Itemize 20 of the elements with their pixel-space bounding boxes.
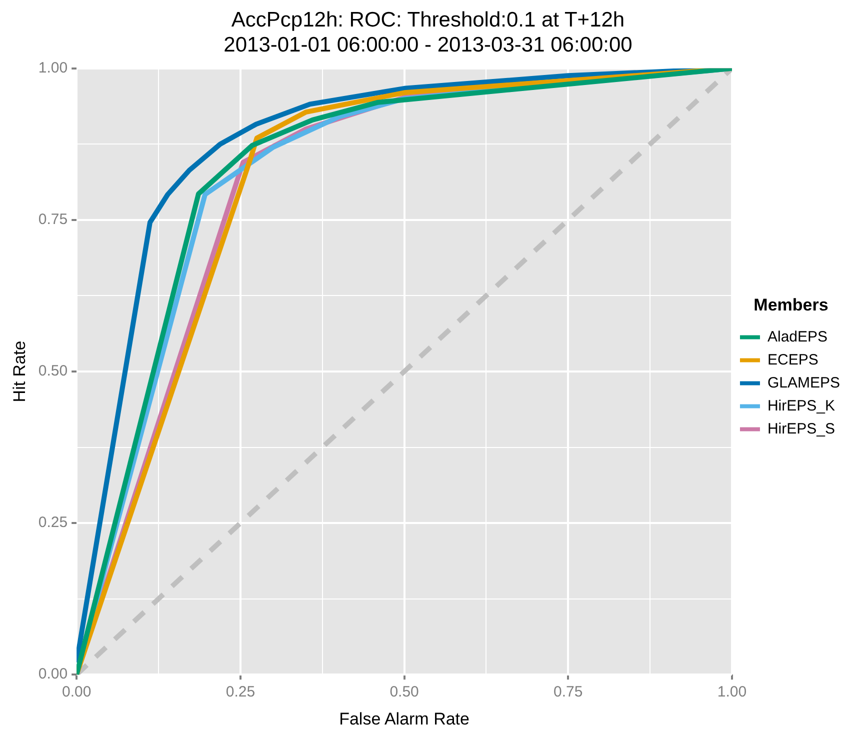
legend-label: AladEPS — [767, 328, 828, 346]
legend-label: HirEPS_S — [767, 420, 836, 438]
legend-label: GLAMEPS — [767, 374, 840, 392]
y-axis-title: Hit Rate — [10, 340, 29, 402]
y-tick-label: 0.00 — [38, 666, 68, 683]
legend-label: HirEPS_K — [767, 397, 836, 414]
x-tick-label: 0.75 — [554, 684, 583, 701]
y-tick-label: 0.25 — [38, 514, 68, 532]
x-tick-label: 0.25 — [226, 684, 256, 701]
legend-label: ECEPS — [767, 351, 818, 368]
chart-title: AccPcp12h: ROC: Threshold:0.1 at T+12h — [231, 8, 625, 32]
x-axis-title: False Alarm Rate — [339, 709, 470, 728]
x-tick-label: 0.00 — [62, 684, 92, 701]
y-tick-label: 1.00 — [38, 60, 68, 77]
x-tick-label: 1.00 — [717, 684, 747, 701]
y-tick-label: 0.50 — [38, 362, 68, 380]
x-tick-label: 0.50 — [390, 684, 419, 701]
legend-title: Members — [754, 295, 828, 314]
y-tick-label: 0.75 — [38, 211, 68, 228]
chart-subtitle: 2013-01-01 06:00:00 - 2013-03-31 06:00:00 — [224, 34, 632, 57]
